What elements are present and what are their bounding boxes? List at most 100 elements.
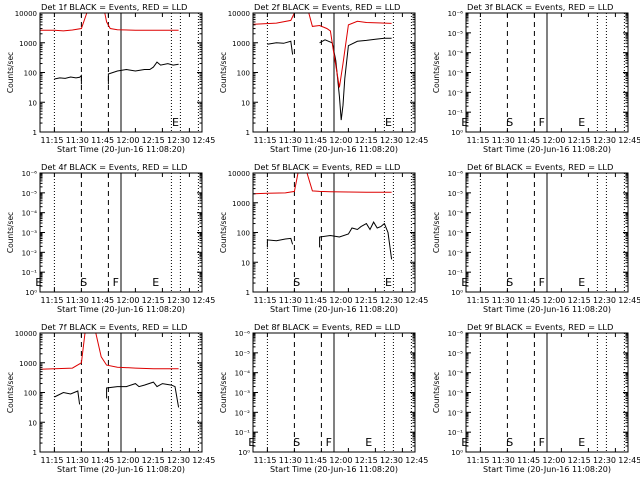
x-tick-label: 11:45: [304, 136, 327, 145]
marker-e: E: [172, 116, 179, 129]
x-tick-label: 11:15: [466, 296, 489, 305]
panel-title: Det 1f BLACK = Events, RED = LLD: [41, 2, 187, 12]
x-tick-label: 11:15: [466, 136, 489, 145]
y-tick-label: 100: [24, 70, 37, 78]
y-axis-label: Counts/sec: [432, 212, 441, 253]
marker-e: E: [152, 276, 159, 289]
y-tick-label: 10⁻¹: [448, 429, 464, 437]
y-tick-label: 10⁻⁵: [22, 190, 38, 198]
y-tick-label: 10⁻²: [448, 249, 464, 257]
x-axis-label: Start Time (20-Jun-16 11:08:20): [270, 465, 398, 474]
y-tick-label: 10: [241, 99, 250, 107]
y-tick-label: 10⁻⁶: [235, 330, 251, 338]
marker-s: S: [80, 276, 87, 289]
x-axis-label: Start Time (20-Jun-16 11:08:20): [270, 145, 398, 154]
series-events-line: [267, 40, 294, 55]
x-axis-label: Start Time (20-Jun-16 11:08:20): [57, 305, 185, 314]
x-tick-label: 11:30: [279, 456, 302, 465]
y-tick-label: 1000: [19, 360, 37, 368]
x-tick-label: 12:15: [568, 296, 591, 305]
y-tick-label: 10000: [15, 330, 37, 338]
marker-f: F: [326, 436, 332, 449]
panel-det-9: Det 9f BLACK = Events, RED = LLD E S F E 11:1…: [432, 322, 640, 474]
marker-f: F: [539, 116, 545, 129]
y-axis-label: Counts/sec: [432, 372, 441, 413]
x-tick-label: 12:45: [618, 136, 640, 145]
x-axis-label: Start Time (20-Jun-16 11:08:20): [270, 305, 398, 314]
y-tick-label: 10⁻²: [235, 409, 251, 417]
series-events-line: [266, 237, 294, 248]
marker-e: E: [461, 116, 468, 129]
marker-f: F: [539, 436, 545, 449]
y-tick-label: 10: [241, 259, 250, 267]
panel-title: Det 8f BLACK = Events, RED = LLD: [254, 322, 400, 332]
y-tick-label: 10⁻⁴: [235, 370, 251, 378]
x-tick-label: 12:45: [618, 456, 640, 465]
marker-e: E: [578, 436, 585, 449]
y-tick-label: 10⁻⁴: [448, 50, 464, 58]
x-axis-label: Start Time (20-Jun-16 11:08:20): [483, 465, 611, 474]
x-tick-label: 11:15: [40, 456, 63, 465]
y-tick-label: 10: [28, 99, 37, 107]
x-tick-label: 11:30: [66, 456, 89, 465]
x-axis-label: Start Time (20-Jun-16 11:08:20): [57, 465, 185, 474]
panel-det-8: Det 8f BLACK = Events, RED = LLD E S F E 11:1…: [219, 322, 428, 474]
panel-title: Det 5f BLACK = Events, RED = LLD: [254, 162, 400, 172]
x-tick-label: 12:45: [192, 296, 215, 305]
marker-s: S: [293, 276, 300, 289]
y-axis-label: Counts/sec: [6, 372, 15, 413]
marker-e: E: [35, 276, 42, 289]
y-tick-label: 1: [33, 449, 37, 457]
x-tick-label: 12:15: [568, 456, 591, 465]
y-tick-label: 1: [33, 129, 37, 137]
y-tick-label: 100: [237, 230, 250, 238]
y-axis-label: Counts/sec: [6, 52, 15, 93]
y-axis-label: Counts/sec: [6, 212, 15, 253]
y-tick-label: 10⁻⁵: [448, 350, 464, 358]
marker-e: E: [365, 436, 372, 449]
y-tick-label: 10⁻³: [448, 70, 464, 78]
x-tick-label: 11:30: [492, 456, 515, 465]
y-axis-label: Counts/sec: [219, 372, 228, 413]
x-tick-label: 11:30: [279, 136, 302, 145]
marker-s: S: [506, 116, 513, 129]
y-tick-label: 1: [246, 129, 250, 137]
x-tick-label: 12:00: [116, 136, 139, 145]
x-tick-label: 11:30: [492, 296, 515, 305]
series-lld-line: [104, 12, 179, 31]
marker-f: F: [113, 276, 119, 289]
panel-title: Det 7f BLACK = Events, RED = LLD: [41, 322, 187, 332]
series-events-line: [54, 74, 82, 85]
series-lld-line: [252, 12, 392, 88]
x-tick-label: 12:00: [116, 296, 139, 305]
x-tick-label: 11:45: [517, 456, 540, 465]
x-tick-label: 12:30: [167, 296, 190, 305]
y-tick-label: 10⁻¹: [235, 429, 251, 437]
x-tick-label: 12:00: [329, 456, 352, 465]
x-tick-label: 11:15: [253, 296, 276, 305]
x-tick-label: 11:45: [91, 456, 114, 465]
x-tick-label: 12:00: [329, 296, 352, 305]
y-tick-label: 10⁻⁵: [448, 190, 464, 198]
marker-e: E: [578, 116, 585, 129]
x-tick-label: 12:30: [593, 456, 616, 465]
x-tick-label: 12:15: [355, 456, 378, 465]
y-tick-label: 10⁰: [238, 449, 250, 457]
marker-e: E: [578, 276, 585, 289]
x-tick-label: 12:15: [142, 456, 165, 465]
marker-e: E: [461, 436, 468, 449]
y-tick-label: 10⁻⁶: [448, 170, 464, 178]
y-tick-label: 10000: [15, 10, 37, 18]
x-tick-label: 11:30: [279, 296, 302, 305]
panel-det-3: Det 3f BLACK = Events, RED = LLD E S F E 11:1…: [432, 2, 640, 154]
x-tick-label: 11:30: [66, 136, 89, 145]
y-tick-label: 100: [24, 390, 37, 398]
panel-title: Det 4f BLACK = Events, RED = LLD: [41, 162, 187, 172]
x-tick-label: 11:45: [517, 136, 540, 145]
y-tick-label: 100: [237, 70, 250, 78]
panel-det-6: Det 6f BLACK = Events, RED = LLD E S F E 11:1…: [432, 162, 640, 314]
x-tick-label: 11:45: [91, 136, 114, 145]
panel-det-4: Det 4f BLACK = Events, RED = LLD E S F E 11:1…: [6, 162, 215, 314]
